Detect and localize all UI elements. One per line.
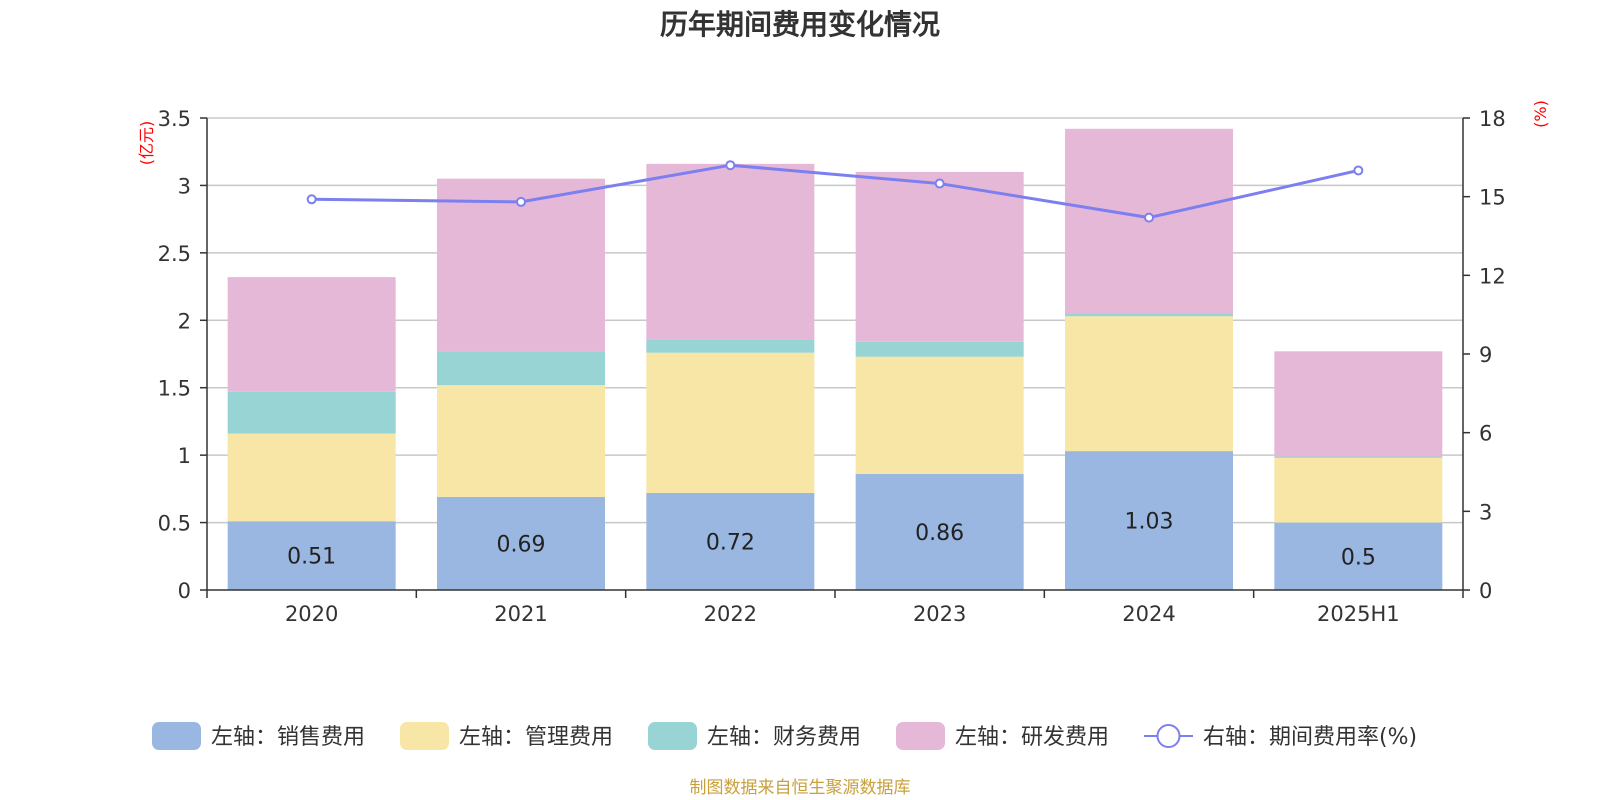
- data-label: 0.72: [706, 530, 755, 555]
- bar-segment: [855, 171, 1024, 342]
- x-tick-label: 2020: [285, 602, 338, 626]
- bar-segment: [437, 351, 605, 386]
- left-tick-label: 2: [178, 309, 191, 333]
- left-tick-label: 1: [178, 444, 191, 468]
- legend-marker: [1156, 724, 1181, 748]
- legend-label: 左轴：研发费用: [955, 725, 1109, 750]
- bar-segment: [855, 356, 1024, 475]
- right-axis-unit: (%): [1531, 100, 1550, 128]
- legend-swatch: [896, 722, 945, 750]
- rate-line-path: [311, 163, 1359, 220]
- bars: [227, 128, 1443, 590]
- right-tick-label: 0: [1479, 579, 1492, 603]
- x-tick-label: 2023: [913, 602, 966, 626]
- legend-label: 左轴：财务费用: [707, 725, 861, 750]
- right-tick-label: 3: [1479, 500, 1492, 524]
- left-tick-label: 2.5: [158, 242, 191, 266]
- bar-segment: [1274, 456, 1443, 458]
- rate-point: [934, 178, 945, 189]
- bar-segment: [1065, 313, 1233, 317]
- source-note: 制图数据来自恒生聚源数据库: [690, 778, 911, 798]
- bar-segment: [1274, 522, 1443, 590]
- x-tick-label: 2022: [704, 602, 757, 626]
- legend-swatch: [648, 722, 697, 750]
- right-tick-label: 6: [1479, 422, 1492, 446]
- data-label: 1.03: [1125, 510, 1174, 535]
- bar-segment: [1274, 457, 1443, 523]
- bar-segment: [646, 492, 815, 590]
- x-tick-label: 2021: [494, 602, 547, 626]
- rate-line: [306, 160, 1364, 223]
- legend-swatch: [400, 722, 449, 750]
- bar-segment: [855, 474, 1024, 590]
- data-label: 0.5: [1341, 545, 1376, 570]
- bar-segment: [227, 391, 396, 434]
- bar-segment: [646, 339, 815, 353]
- left-tick-label: 3: [178, 174, 191, 198]
- bar-segment: [646, 163, 815, 340]
- bar-segment: [437, 178, 605, 352]
- left-tick-label: 3.5: [158, 107, 191, 131]
- bar-segment: [1065, 316, 1233, 452]
- data-label: 0.69: [497, 532, 546, 557]
- legend: 左轴：销售费用 左轴：管理费用 左轴：财务费用 左轴：研发费用 右轴：期间费用率(%): [152, 722, 1417, 750]
- chart-title: 历年期间费用变化情况: [660, 8, 940, 41]
- bar-segment: [227, 277, 396, 392]
- x-tick-label: 2025H1: [1317, 602, 1400, 626]
- bar-segment: [227, 521, 396, 590]
- rate-point: [516, 196, 526, 207]
- bar-segment: [227, 433, 396, 522]
- right-tick-label: 12: [1479, 264, 1506, 288]
- left-axis-unit: (亿元): [137, 121, 156, 166]
- legend-label: 左轴：管理费用: [459, 725, 613, 750]
- bar-segment: [1274, 351, 1443, 457]
- bar-segment: [437, 496, 605, 590]
- legend-label: 右轴：期间费用率(%): [1203, 725, 1417, 750]
- legend-label: 左轴：销售费用: [211, 725, 365, 750]
- data-label: 0.51: [287, 545, 336, 570]
- right-tick-label: 9: [1479, 343, 1492, 367]
- bar-segment: [646, 352, 815, 493]
- bar-segment: [1065, 451, 1233, 590]
- right-tick-label: 18: [1479, 107, 1506, 131]
- bar-segment: [855, 341, 1024, 357]
- data-label: 0.86: [915, 521, 964, 546]
- rate-point: [725, 160, 736, 171]
- left-tick-label: 0: [178, 579, 191, 603]
- rate-point: [1353, 165, 1364, 176]
- rate-point: [1144, 212, 1154, 223]
- x-tick-label: 2024: [1122, 602, 1175, 626]
- left-tick-label: 1.5: [158, 377, 191, 401]
- bar-segment: [437, 385, 605, 497]
- rate-point: [306, 194, 317, 205]
- data-labels: 0.51 0.69 0.72 0.86 1.03 0.5: [287, 510, 1376, 571]
- left-tick-label: 0.5: [158, 512, 191, 536]
- grid-lines: [207, 117, 1463, 524]
- right-tick-label: 15: [1479, 186, 1506, 210]
- legend-swatch: [152, 722, 201, 750]
